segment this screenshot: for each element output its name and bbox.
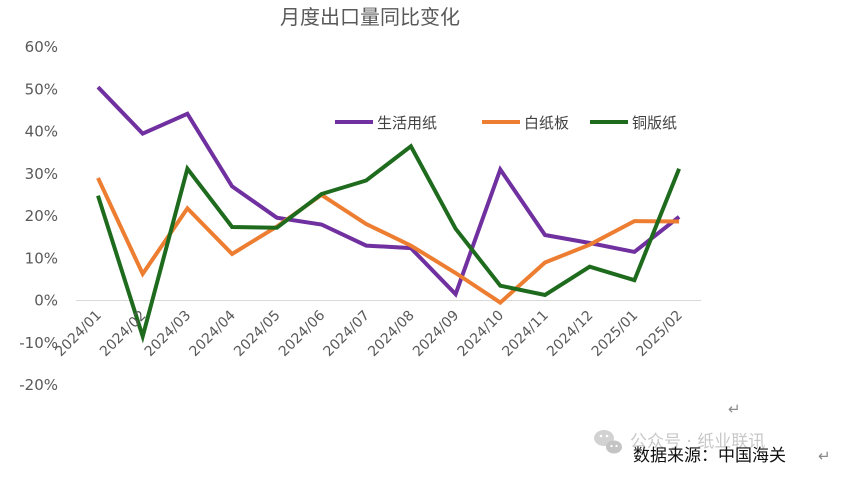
y-tick-label: 10% — [25, 249, 58, 267]
x-tick-label: 2024/12 — [544, 308, 596, 360]
x-tick-label: 2024/09 — [410, 308, 462, 360]
series-line — [96, 85, 681, 298]
chart-title: 月度出口量同比变化 — [280, 5, 460, 29]
x-tick-label: 2024/05 — [231, 308, 283, 360]
legend-label: 铜版纸 — [632, 114, 677, 132]
x-tick-label: 2024/11 — [499, 308, 551, 360]
x-tick-label: 2024/01 — [52, 308, 104, 360]
y-tick-label: 50% — [25, 80, 58, 98]
watermark-text: 公众号 · 纸业联讯 — [630, 432, 765, 452]
x-tick-label: 2024/10 — [455, 308, 507, 360]
wechat-icon — [594, 430, 622, 454]
legend: 生活用纸 白纸板 铜版纸 — [335, 114, 677, 132]
source-note: 数据来源：中国海关 — [633, 446, 786, 466]
y-tick-label: -10% — [19, 334, 58, 352]
y-tick-label: 0% — [34, 292, 58, 310]
y-tick-label: 30% — [25, 165, 58, 183]
y-tick-label: -20% — [19, 376, 58, 394]
x-tick-label: 2024/08 — [365, 308, 417, 360]
y-tick-label: 20% — [25, 207, 58, 225]
x-tick-label: 2024/07 — [321, 308, 373, 360]
paragraph-mark-upper: ↵ — [728, 400, 741, 418]
watermark: 公众号 · 纸业联讯 — [594, 430, 765, 454]
x-tick-label: 2025/02 — [633, 308, 685, 360]
series-line — [96, 177, 680, 306]
series-line — [96, 143, 681, 344]
paragraph-mark-lower: ↵ — [818, 447, 831, 465]
legend-label: 白纸板 — [524, 114, 569, 132]
x-tick-label: 2024/04 — [186, 307, 239, 360]
x-tick-label: 2024/06 — [276, 307, 329, 360]
legend-label: 生活用纸 — [377, 114, 437, 132]
y-tick-label: 40% — [25, 123, 58, 141]
series-lines — [96, 85, 681, 344]
y-tick-label: 60% — [25, 38, 58, 56]
x-tick-label: 2025/01 — [589, 308, 641, 360]
y-axis: 60% 50% 40% 30% 20% 10% 0% -10% -20% — [19, 38, 58, 394]
